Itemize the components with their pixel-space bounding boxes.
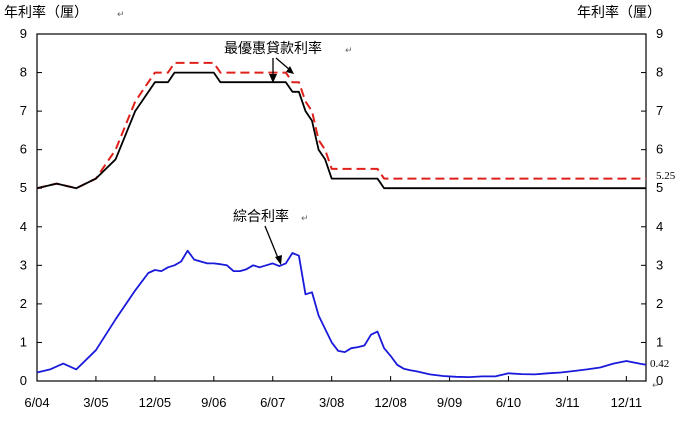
x-tick-label: 9/06	[201, 395, 226, 410]
series-layer	[36, 61, 647, 379]
y-ticks-right: 0 1 2 3 4 5 6 7 8 9	[641, 26, 663, 388]
y-tick-label-left: 1	[20, 334, 27, 349]
x-tick-label: 6/04	[24, 395, 49, 410]
x-ticks: 6/04 3/05 12/05 9/06 6/07 3/08 12/08 9/09 6/10 3/…	[24, 376, 642, 410]
y-tick-label-left: 0	[20, 373, 27, 388]
y-tick-label-right: 0	[656, 373, 663, 388]
annotation-prime-rate: 最優惠貸款利率	[224, 40, 322, 57]
x-tick-label: 6/07	[260, 395, 285, 410]
series-line-0	[36, 71, 646, 190]
y-tick-label-left: 3	[20, 257, 27, 272]
x-tick-label: 12/05	[139, 395, 172, 410]
x-tick-label: 3/05	[83, 395, 108, 410]
y-tick-label-left: 6	[20, 142, 27, 157]
paragraph-mark-prime: ↵	[345, 46, 353, 56]
y-tick-label-right: 4	[656, 219, 663, 234]
x-tick-label: 12/08	[374, 395, 407, 410]
y-tick-label-left: 5	[20, 180, 27, 195]
x-tick-label: 12/11	[611, 395, 643, 410]
x-tick-label: 6/10	[496, 395, 521, 410]
y-tick-label-left: 9	[20, 26, 27, 41]
y-tick-label-right: 7	[656, 103, 663, 118]
arrow-prime-rate	[269, 57, 294, 83]
ylabel-left: 年利率（厘）	[4, 4, 88, 21]
y-tick-label-left: 4	[20, 219, 27, 234]
y-tick-label-right: 2	[656, 296, 663, 311]
plot-frame	[36, 33, 647, 382]
y-tick-label-right: 3	[656, 257, 663, 272]
x-tick-label: 3/08	[319, 395, 344, 410]
y-tick-label-left: 7	[20, 103, 27, 118]
y-tick-label-right: 1	[656, 334, 663, 349]
x-tick-label: 9/09	[437, 395, 462, 410]
y-tick-label-right: 8	[656, 65, 663, 80]
y-tick-label-right: 9	[656, 26, 663, 41]
x-tick-label: 3/11	[555, 395, 579, 410]
series-line-2	[36, 249, 647, 379]
label-0-42: 0.42	[650, 358, 669, 370]
arrow-composite-rate	[264, 225, 282, 265]
paragraph-mark-left: ↵	[117, 10, 125, 20]
series-line-1	[36, 61, 646, 190]
y-tick-label-left: 8	[20, 65, 27, 80]
y-tick-label-right: 5	[656, 180, 663, 195]
y-tick-label-left: 2	[20, 296, 27, 311]
annotation-composite-rate: 綜合利率	[233, 208, 289, 225]
label-5-25: 5.25	[656, 170, 676, 182]
paragraph-mark-bottom: ↵	[652, 381, 660, 391]
ylabel-right: 年利率（厘）	[577, 4, 661, 21]
paragraph-mark-composite: ↵	[301, 214, 309, 224]
y-ticks-left: 0 1 2 3 4 5 6 7 8 9	[20, 26, 42, 388]
y-tick-label-right: 6	[656, 142, 663, 157]
